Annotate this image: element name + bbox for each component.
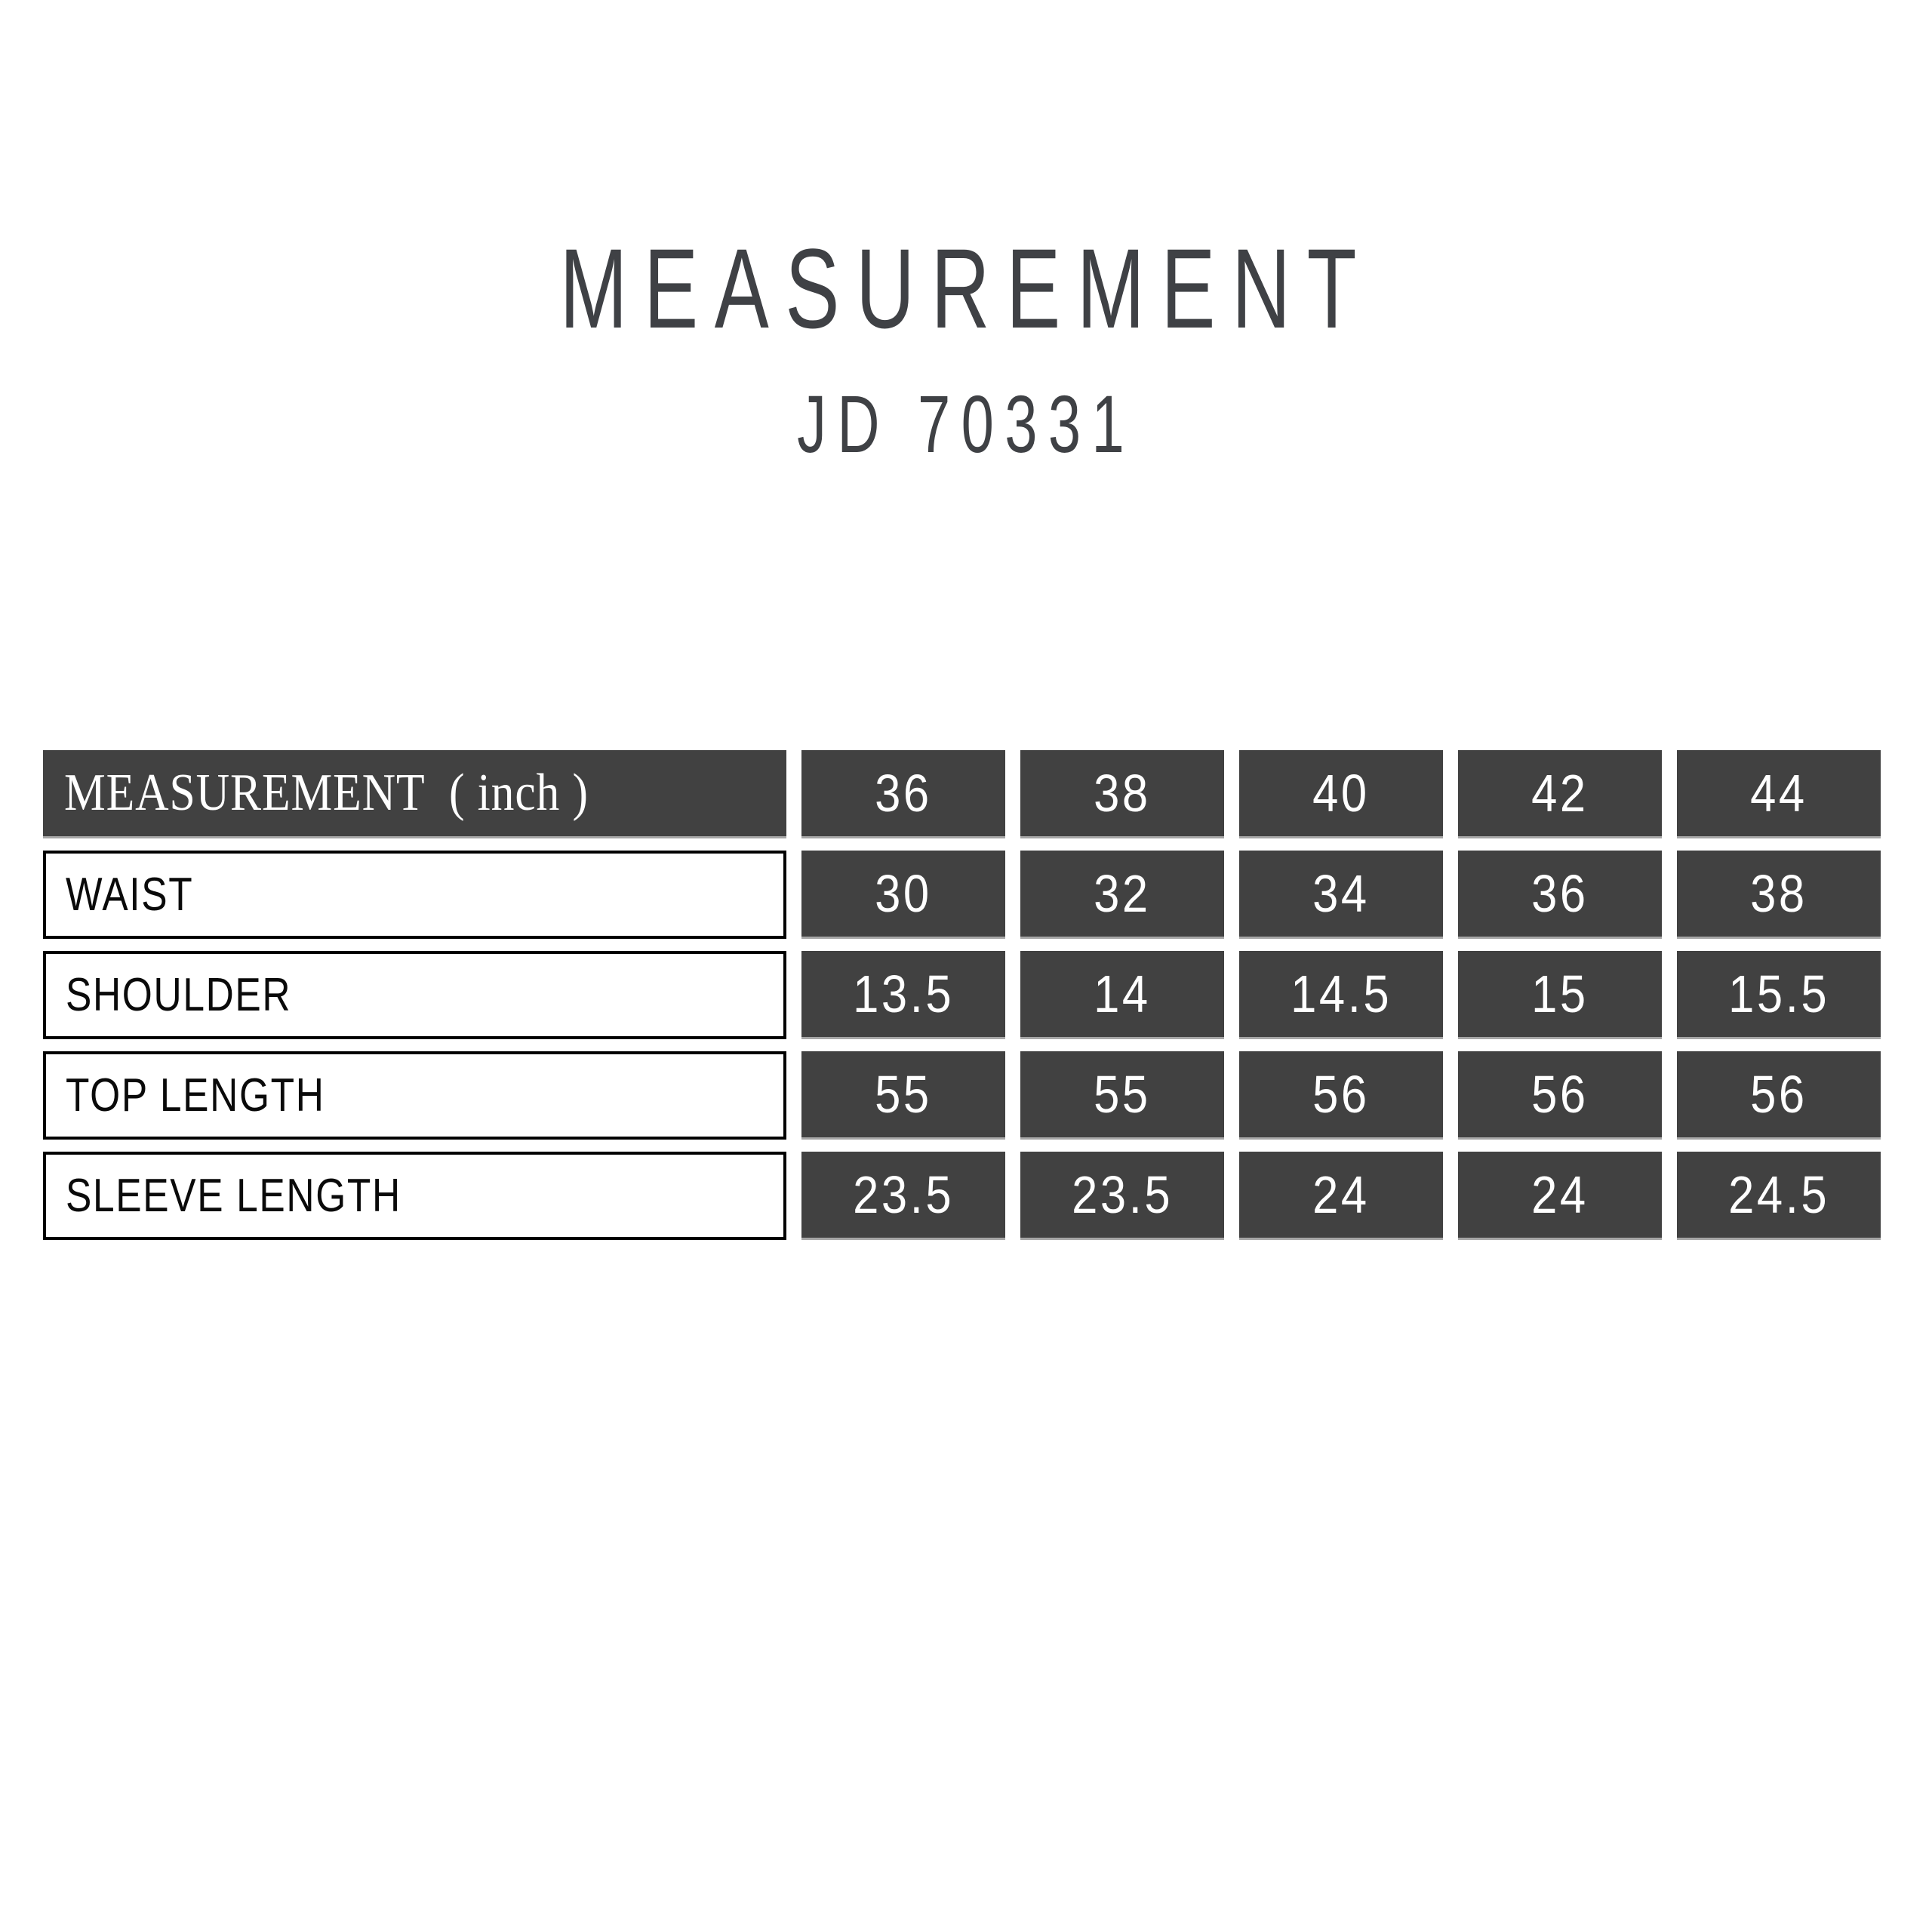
page-title-text: MEASUREMENT	[559, 225, 1373, 352]
waist-value-cell: 34	[1239, 851, 1443, 939]
table-header-measurement-cell: MEASUREMENT ( inch )	[43, 750, 786, 838]
sleeve-length-value: 23.5	[1072, 1165, 1173, 1224]
shoulder-row-label-cell: SHOULDER	[43, 951, 786, 1039]
top-length-row-label-cell: TOP LENGTH	[43, 1051, 786, 1140]
shoulder-value-cell: 15	[1458, 951, 1662, 1039]
sleeve-length-row-label: SLEEVE LENGTH	[66, 1169, 401, 1222]
waist-value-cell: 32	[1020, 851, 1224, 939]
size-value: 42	[1531, 764, 1589, 823]
sleeve-length-value: 24	[1312, 1165, 1370, 1224]
shoulder-value-cell: 13.5	[801, 951, 1005, 1039]
top-length-value-cell: 55	[801, 1051, 1005, 1140]
table-header-size-cell: 38	[1020, 750, 1224, 838]
sleeve-length-value: 24	[1531, 1165, 1589, 1224]
top-length-value-cell: 56	[1239, 1051, 1443, 1140]
shoulder-value: 13.5	[853, 964, 954, 1023]
shoulder-row-label: SHOULDER	[66, 968, 292, 1021]
shoulder-value-cell: 14.5	[1239, 951, 1443, 1039]
waist-row-label-cell: WAIST	[43, 851, 786, 939]
sleeve-length-value-cell: 24	[1239, 1152, 1443, 1240]
size-value: 38	[1094, 764, 1151, 823]
shoulder-value: 15	[1531, 964, 1589, 1023]
product-code: JD 70331	[0, 383, 1932, 465]
sleeve-length-value-cell: 24	[1458, 1152, 1662, 1240]
sleeve-length-row-label-cell: SLEEVE LENGTH	[43, 1152, 786, 1240]
page-title: MEASUREMENT	[0, 232, 1932, 345]
top-length-value: 55	[875, 1065, 932, 1124]
shoulder-value: 14	[1094, 964, 1151, 1023]
size-value: 40	[1312, 764, 1370, 823]
top-length-value: 56	[1312, 1065, 1370, 1124]
measurement-table: MEASUREMENT ( inch ) 36 38 40 42 44 WAIS…	[43, 750, 1881, 1240]
sleeve-length-value-cell: 23.5	[801, 1152, 1005, 1240]
shoulder-value-cell: 15.5	[1677, 951, 1881, 1039]
table-header-size-cell: 42	[1458, 750, 1662, 838]
shoulder-value-cell: 14	[1020, 951, 1224, 1039]
top-length-value: 55	[1094, 1065, 1151, 1124]
waist-value: 34	[1312, 864, 1370, 923]
top-length-value: 56	[1531, 1065, 1589, 1124]
table-header-size-cell: 44	[1677, 750, 1881, 838]
top-length-value: 56	[1750, 1065, 1807, 1124]
waist-value-cell: 36	[1458, 851, 1662, 939]
top-length-row-label: TOP LENGTH	[66, 1069, 325, 1121]
size-value: 44	[1750, 764, 1807, 823]
top-length-value-cell: 56	[1677, 1051, 1881, 1140]
sleeve-length-value-cell: 23.5	[1020, 1152, 1224, 1240]
waist-value: 38	[1750, 864, 1807, 923]
waist-value: 36	[1531, 864, 1589, 923]
product-code-text: JD 70331	[796, 378, 1136, 469]
size-value: 36	[875, 764, 932, 823]
top-length-value-cell: 56	[1458, 1051, 1662, 1140]
sleeve-length-value: 24.5	[1728, 1165, 1829, 1224]
sleeve-length-value-cell: 24.5	[1677, 1152, 1881, 1240]
waist-row-label: WAIST	[66, 868, 194, 921]
shoulder-value: 15.5	[1728, 964, 1829, 1023]
table-header-measurement-label: MEASUREMENT ( inch )	[64, 764, 589, 822]
waist-value-cell: 38	[1677, 851, 1881, 939]
waist-value: 30	[875, 864, 932, 923]
top-length-value-cell: 55	[1020, 1051, 1224, 1140]
shoulder-value: 14.5	[1291, 964, 1392, 1023]
waist-value-cell: 30	[801, 851, 1005, 939]
waist-value: 32	[1094, 864, 1151, 923]
table-header-size-cell: 40	[1239, 750, 1443, 838]
sleeve-length-value: 23.5	[853, 1165, 954, 1224]
table-header-size-cell: 36	[801, 750, 1005, 838]
